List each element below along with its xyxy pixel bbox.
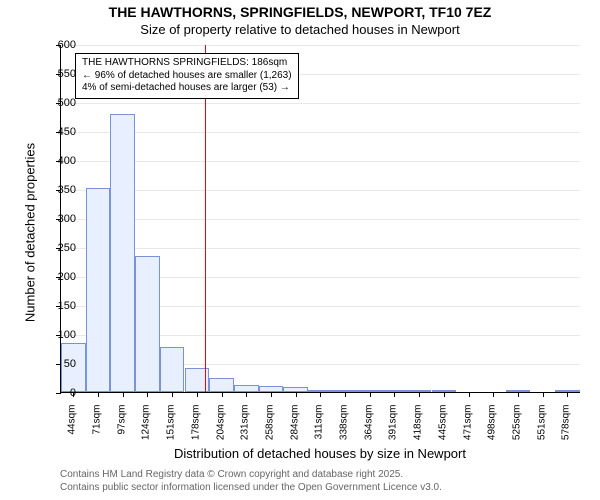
annotation-line3: 4% of semi-detached houses are larger (5…	[82, 82, 292, 95]
ytick-label: 400	[36, 155, 76, 167]
xtick-mark	[469, 392, 470, 397]
xtick-label: 525sqm	[511, 405, 522, 465]
annotation-line2: ← 96% of detached houses are smaller (1,…	[82, 70, 292, 83]
xtick-mark	[444, 392, 445, 397]
ytick-label: 100	[36, 329, 76, 341]
gridline	[61, 132, 580, 133]
xtick-mark	[246, 392, 247, 397]
gridline	[61, 248, 580, 249]
ytick-label: 150	[36, 300, 76, 312]
ytick-label: 500	[36, 97, 76, 109]
chart-title-line2: Size of property relative to detached ho…	[0, 22, 600, 37]
xtick-mark	[518, 392, 519, 397]
ytick-label: 50	[36, 358, 76, 370]
xtick-label: 71sqm	[92, 405, 103, 465]
xtick-mark	[271, 392, 272, 397]
xtick-label: 418sqm	[413, 405, 424, 465]
gridline	[61, 103, 580, 104]
xtick-label: 284sqm	[289, 405, 300, 465]
xtick-label: 151sqm	[166, 405, 177, 465]
xtick-mark	[222, 392, 223, 397]
xtick-mark	[345, 392, 346, 397]
xtick-label: 204sqm	[215, 405, 226, 465]
histogram-bar	[160, 347, 185, 392]
xtick-label: 471sqm	[462, 405, 473, 465]
xtick-mark	[370, 392, 371, 397]
histogram-bar	[110, 114, 135, 392]
xtick-label: 445sqm	[437, 405, 448, 465]
histogram-bar	[209, 378, 234, 393]
xtick-mark	[98, 392, 99, 397]
gridline	[61, 45, 580, 46]
xtick-label: 551sqm	[536, 405, 547, 465]
xtick-label: 178sqm	[190, 405, 201, 465]
xtick-label: 391sqm	[388, 405, 399, 465]
xtick-label: 258sqm	[264, 405, 275, 465]
ytick-label: 250	[36, 242, 76, 254]
histogram-bar	[86, 188, 111, 392]
xtick-mark	[147, 392, 148, 397]
xtick-mark	[394, 392, 395, 397]
chart-title-line1: THE HAWTHORNS, SPRINGFIELDS, NEWPORT, TF…	[0, 4, 600, 20]
attribution-line1: Contains HM Land Registry data © Crown c…	[60, 468, 580, 481]
annotation-box: THE HAWTHORNS SPRINGFIELDS: 186sqm ← 96%…	[75, 53, 299, 99]
xtick-label: 498sqm	[487, 405, 498, 465]
xtick-mark	[567, 392, 568, 397]
attribution: Contains HM Land Registry data © Crown c…	[60, 468, 580, 494]
ytick-label: 300	[36, 213, 76, 225]
xtick-mark	[320, 392, 321, 397]
xtick-label: 578sqm	[561, 405, 572, 465]
xtick-label: 44sqm	[67, 405, 78, 465]
ytick-label: 350	[36, 184, 76, 196]
xtick-mark	[172, 392, 173, 397]
xtick-label: 364sqm	[363, 405, 374, 465]
annotation-line1: THE HAWTHORNS SPRINGFIELDS: 186sqm	[82, 57, 292, 70]
ytick-label: 0	[36, 387, 76, 399]
xtick-mark	[543, 392, 544, 397]
xtick-label: 338sqm	[339, 405, 350, 465]
ytick-label: 450	[36, 126, 76, 138]
ytick-label: 550	[36, 68, 76, 80]
xtick-label: 231sqm	[240, 405, 251, 465]
xtick-mark	[419, 392, 420, 397]
gridline	[61, 161, 580, 162]
gridline	[61, 190, 580, 191]
attribution-line2: Contains public sector information licen…	[60, 481, 580, 494]
plot-area: THE HAWTHORNS SPRINGFIELDS: 186sqm ← 96%…	[60, 45, 580, 393]
gridline	[61, 219, 580, 220]
ytick-label: 200	[36, 271, 76, 283]
xtick-label: 97sqm	[116, 405, 127, 465]
xtick-mark	[123, 392, 124, 397]
xtick-label: 124sqm	[141, 405, 152, 465]
xtick-mark	[197, 392, 198, 397]
xtick-mark	[296, 392, 297, 397]
xtick-mark	[493, 392, 494, 397]
histogram-bar	[135, 256, 160, 392]
xtick-label: 311sqm	[314, 405, 325, 465]
ytick-label: 600	[36, 39, 76, 51]
histogram-bar	[234, 385, 259, 392]
